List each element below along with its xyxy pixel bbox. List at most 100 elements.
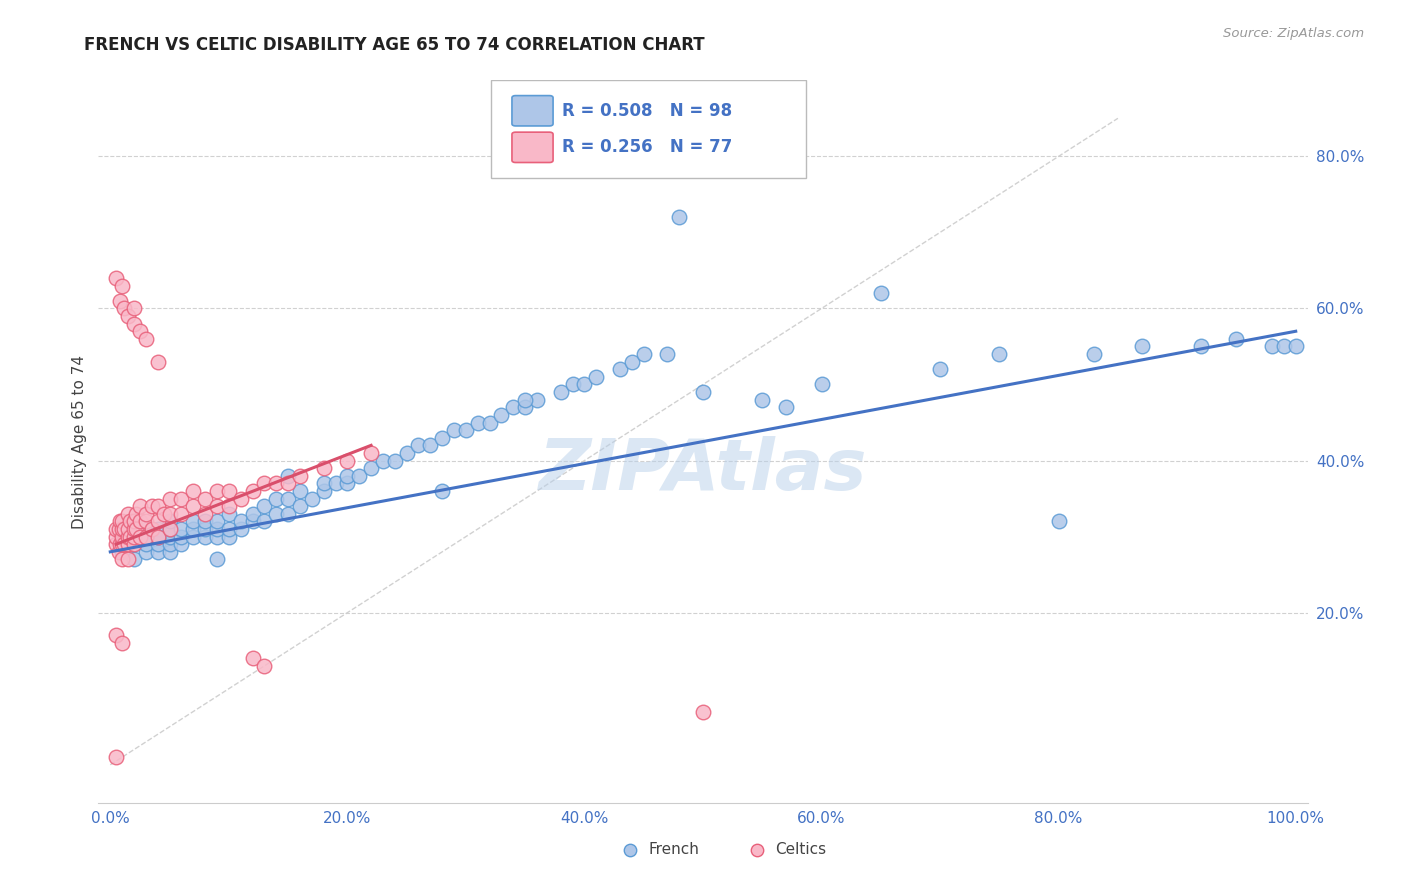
Point — [194, 491, 217, 506]
Point — [218, 530, 240, 544]
Point — [432, 431, 454, 445]
Point — [111, 522, 134, 536]
Point — [550, 385, 572, 400]
Point — [108, 293, 131, 308]
Point — [146, 537, 169, 551]
Point — [218, 499, 240, 513]
Point — [408, 438, 430, 452]
Point — [810, 377, 832, 392]
Point — [205, 499, 228, 513]
Point — [159, 545, 181, 559]
Point — [181, 530, 204, 544]
Point — [1261, 339, 1284, 353]
FancyBboxPatch shape — [492, 80, 806, 178]
Point — [1047, 515, 1070, 529]
Point — [194, 530, 217, 544]
Point — [170, 522, 193, 536]
Point — [585, 370, 607, 384]
Point — [117, 309, 139, 323]
Point — [146, 354, 169, 368]
Point — [745, 807, 768, 822]
Point — [117, 537, 139, 551]
Point — [692, 385, 714, 400]
Point — [146, 530, 169, 544]
Point — [515, 392, 537, 407]
Point — [264, 507, 287, 521]
Point — [135, 537, 157, 551]
Point — [146, 530, 169, 544]
Point — [111, 530, 134, 544]
Point — [170, 491, 193, 506]
Point — [526, 392, 548, 407]
Point — [253, 476, 276, 491]
Text: Source: ZipAtlas.com: Source: ZipAtlas.com — [1223, 27, 1364, 40]
Point — [181, 483, 204, 498]
Point — [194, 522, 217, 536]
Point — [141, 499, 163, 513]
Point — [419, 438, 441, 452]
Point — [111, 636, 134, 650]
Point — [141, 522, 163, 536]
Point — [117, 552, 139, 566]
Point — [443, 423, 465, 437]
Point — [312, 483, 335, 498]
Point — [609, 362, 631, 376]
Point — [105, 530, 128, 544]
Point — [229, 515, 252, 529]
Text: ZIPAtlas: ZIPAtlas — [538, 436, 868, 505]
Point — [205, 515, 228, 529]
Point — [125, 522, 148, 536]
Point — [242, 515, 264, 529]
Point — [668, 210, 690, 224]
Point — [111, 278, 134, 293]
Y-axis label: Disability Age 65 to 74: Disability Age 65 to 74 — [72, 354, 87, 529]
Point — [117, 530, 139, 544]
Point — [105, 271, 128, 285]
Point — [111, 552, 134, 566]
Point — [129, 324, 152, 338]
Point — [135, 515, 157, 529]
Point — [301, 491, 323, 506]
FancyBboxPatch shape — [512, 132, 553, 162]
Point — [159, 515, 181, 529]
Point — [114, 522, 136, 536]
Point — [205, 530, 228, 544]
Point — [467, 416, 489, 430]
Point — [929, 362, 952, 376]
Point — [146, 499, 169, 513]
Point — [253, 515, 276, 529]
Point — [122, 537, 145, 551]
Point — [454, 423, 477, 437]
Point — [371, 453, 394, 467]
Point — [253, 659, 276, 673]
Point — [129, 515, 152, 529]
Point — [146, 522, 169, 536]
Point — [502, 401, 524, 415]
Point — [181, 515, 204, 529]
Point — [122, 522, 145, 536]
Point — [491, 408, 513, 422]
Point — [122, 515, 145, 529]
Point — [205, 483, 228, 498]
Point — [336, 453, 359, 467]
Point — [692, 705, 714, 719]
Point — [432, 483, 454, 498]
Point — [242, 651, 264, 665]
Point — [122, 301, 145, 316]
Point — [620, 354, 643, 368]
Point — [122, 530, 145, 544]
Point — [478, 416, 501, 430]
Point — [1272, 339, 1295, 353]
Text: FRENCH VS CELTIC DISABILITY AGE 65 TO 74 CORRELATION CHART: FRENCH VS CELTIC DISABILITY AGE 65 TO 74… — [84, 36, 704, 54]
Point — [347, 468, 370, 483]
Point — [1285, 339, 1308, 353]
Point — [125, 507, 148, 521]
Point — [111, 530, 134, 544]
Point — [277, 507, 299, 521]
Point — [117, 507, 139, 521]
Point — [194, 507, 217, 521]
Point — [129, 530, 152, 544]
Point — [170, 507, 193, 521]
Point — [122, 537, 145, 551]
Point — [242, 483, 264, 498]
